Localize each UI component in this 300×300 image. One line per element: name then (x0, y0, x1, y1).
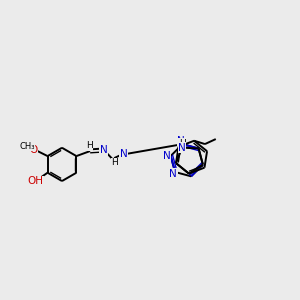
Text: H: H (111, 158, 118, 167)
Text: CH₃: CH₃ (19, 142, 34, 151)
Text: N: N (163, 151, 171, 161)
Text: N: N (100, 145, 108, 155)
Text: N: N (177, 136, 185, 146)
Text: H: H (179, 139, 186, 148)
Text: OH: OH (27, 176, 43, 187)
Text: N: N (120, 149, 128, 159)
Text: O: O (30, 145, 38, 155)
Text: N: N (169, 169, 177, 179)
Text: H: H (86, 141, 92, 150)
Text: N: N (178, 142, 186, 153)
